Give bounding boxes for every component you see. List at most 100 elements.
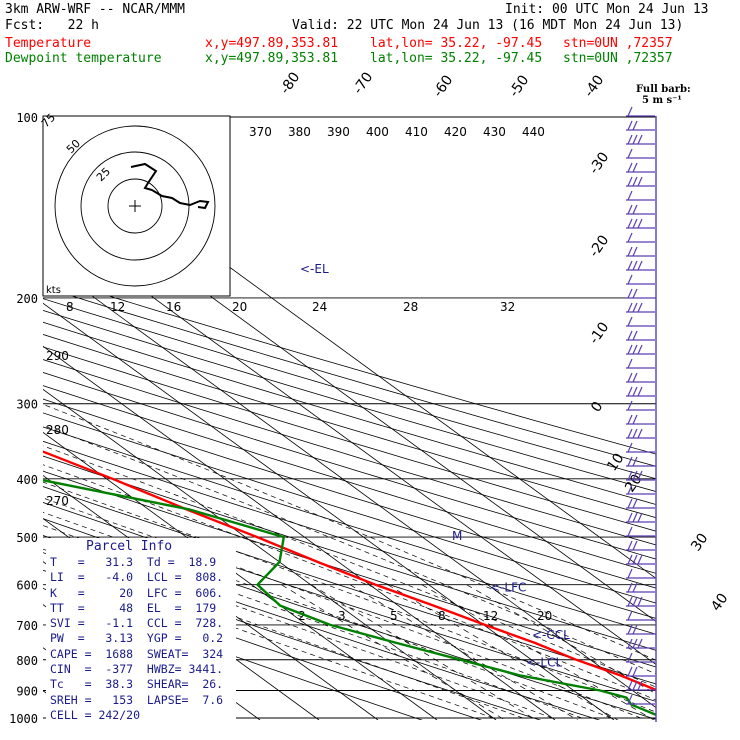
wind-barb-flag	[627, 540, 633, 551]
wind-barb-flag	[637, 134, 643, 145]
wind-barb	[626, 302, 655, 313]
mixing-ratio-line	[421, 584, 655, 720]
wind-barb-flag	[632, 134, 638, 145]
wind-barb-flag	[627, 582, 633, 593]
mixing-ratio-label: 2	[298, 609, 306, 623]
wind-barb-flag	[627, 120, 633, 131]
wind-barb-flag	[632, 344, 638, 355]
wind-barb-flag	[637, 596, 643, 607]
wind-barb-flag	[632, 218, 638, 229]
wind-barb-flag	[632, 624, 638, 635]
wind-barb-flag	[627, 316, 633, 327]
parcel-info-row: TT = 48 EL = 179	[50, 600, 217, 615]
dry-adiabat	[43, 470, 656, 668]
wind-barb-flag	[627, 498, 633, 509]
marker-label: <-LCL	[526, 655, 562, 669]
wind-barb-flag	[637, 428, 643, 439]
temp-label: Temperature	[5, 36, 92, 51]
moist-adiabat	[43, 481, 656, 713]
wind-barb	[626, 596, 655, 607]
wind-barb-flag	[627, 260, 633, 271]
mixing-ratio-label: 12	[110, 300, 125, 314]
moist-adiabat	[43, 425, 656, 675]
wind-barb-flag	[632, 456, 638, 467]
wind-barb-flag	[637, 638, 643, 649]
wind-barb-flag	[632, 120, 638, 131]
wind-barb-flag	[627, 288, 633, 299]
model-title: 3km ARW-WRF -- NCAR/MMM	[5, 2, 186, 17]
wind-barb-flag	[627, 694, 633, 705]
pressure-label: 700	[16, 619, 38, 633]
wind-legend-line2: 5 m s⁻¹	[642, 95, 682, 106]
pressure-label: 300	[16, 398, 38, 412]
dry-adiabat	[43, 286, 656, 467]
wind-barb	[626, 120, 655, 131]
wind-legend: Full barb: 5 m s⁻¹	[636, 84, 691, 106]
pressure-label: 1000	[9, 712, 38, 726]
pressure-label: 100	[16, 111, 38, 125]
wind-barb-flag	[632, 428, 638, 439]
theta-label: 290	[46, 349, 69, 363]
wind-barb	[626, 512, 655, 523]
parcel-info-row: CIN = -377 HWBZ= 3441.	[50, 662, 224, 677]
wind-barb	[626, 638, 655, 649]
parcel-info-row: K = 20 LFC = 606.	[50, 585, 224, 600]
isotherm-label: -50	[506, 72, 532, 100]
dew-row: Dewpoint temperature x,y=497.89,353.81 l…	[5, 51, 673, 66]
isotherm-label: 10	[604, 451, 627, 475]
wind-barb-flag	[632, 386, 638, 397]
dry-adiabat	[43, 309, 656, 492]
mixing-ratio-label: 20	[537, 609, 552, 623]
wind-barb-flag	[637, 260, 643, 271]
wind-barb-flag	[627, 666, 633, 677]
dew-coords: x,y=497.89,353.81	[205, 51, 339, 66]
wind-barb-flag	[627, 134, 633, 145]
wind-barb-flag	[627, 512, 633, 523]
wind-barb-flag	[632, 666, 638, 677]
wind-barb-flag	[627, 344, 633, 355]
dry-adiabat	[43, 412, 656, 604]
wind-barb-flag	[627, 218, 633, 229]
wind-barb-flag	[632, 162, 638, 173]
wind-barb	[626, 344, 655, 355]
moist-adiabat	[43, 525, 582, 719]
hodograph-ring	[54, 125, 216, 287]
wind-barb-flag	[632, 204, 638, 215]
pressure-label: 200	[16, 292, 38, 306]
dry-adiabat	[43, 275, 656, 455]
theta-label: 280	[46, 423, 69, 437]
wind-barb-flag	[632, 288, 638, 299]
mixing-ratio-label: 28	[403, 300, 418, 314]
moist-adiabat	[43, 512, 612, 719]
pressure-label: 500	[16, 531, 38, 545]
hodograph-trace	[130, 162, 210, 210]
isotherm-label: -70	[350, 69, 376, 97]
wind-barb-flag	[632, 330, 638, 341]
dewpoint-line	[43, 479, 656, 717]
wind-barb-flag	[637, 176, 643, 187]
wind-barb-flag	[637, 470, 643, 481]
wind-barb-flag	[637, 344, 643, 355]
wind-barb	[626, 106, 655, 117]
parcel-info-rows: T = 31.3 Td = 18.9 LI = -4.0 LCL = 808. K …	[46, 555, 236, 723]
theta-label: 390	[327, 125, 350, 139]
wind-barb	[626, 484, 655, 495]
wind-barb-flag	[627, 484, 633, 495]
wind-barb	[626, 624, 655, 635]
wind-barb-flag	[627, 554, 633, 565]
parcel-info-panel: Parcel Info T = 31.3 Td = 18.9 LI = -4.0 …	[46, 538, 236, 722]
wind-barb-flag	[632, 302, 638, 313]
theta-label: 370	[249, 125, 272, 139]
mixing-ratio-line	[281, 584, 506, 720]
parcel-info-title: Parcel Info	[86, 539, 173, 554]
wind-barb-flag	[627, 162, 633, 173]
dry-adiabat	[43, 346, 656, 532]
wind-barb-flag	[637, 680, 643, 691]
wind-barb-flag	[627, 386, 633, 397]
theta-label: 270	[46, 494, 69, 508]
parcel-info-row: CAPE = 1688 SWEAT= 324	[50, 646, 224, 661]
theta-label: 400	[366, 125, 389, 139]
wind-barb-flag	[627, 400, 633, 411]
wind-barb-flag	[632, 372, 638, 383]
